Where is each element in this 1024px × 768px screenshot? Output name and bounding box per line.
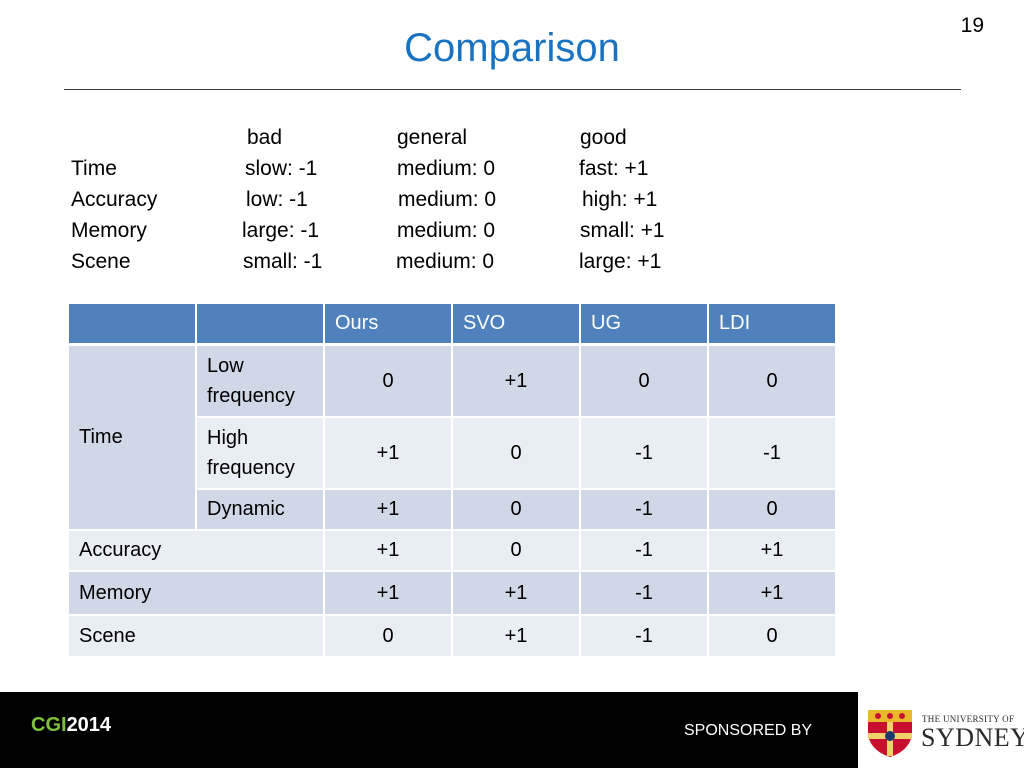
slide-title: Comparison	[404, 26, 620, 70]
legend-row-good: large: +1	[579, 250, 662, 273]
table-cell: +1	[453, 346, 581, 418]
table-cell: -1	[581, 531, 709, 572]
table-cell: 0	[709, 346, 837, 418]
legend-row-bad: low: -1	[246, 188, 308, 211]
row-label: Low frequency	[197, 346, 325, 418]
table-row: Accuracy +1 0 -1 +1	[69, 531, 837, 572]
row-label: Dynamic	[197, 490, 325, 531]
table-cell: -1	[581, 490, 709, 531]
column-header	[69, 304, 197, 346]
table-cell: +1	[325, 572, 453, 616]
legend-row-bad: slow: -1	[245, 157, 318, 180]
legend-row-good: fast: +1	[579, 157, 649, 180]
table-cell: 0	[453, 531, 581, 572]
legend-row-label: Accuracy	[71, 188, 158, 211]
table-cell: 0	[453, 490, 581, 531]
table-cell: +1	[453, 616, 581, 658]
conference-logo: CGI2014	[31, 714, 111, 737]
legend-row-good: high: +1	[582, 188, 658, 211]
table-row: Memory +1 +1 -1 +1	[69, 572, 837, 616]
table-cell: -1	[709, 418, 837, 490]
legend-row-label: Time	[71, 157, 117, 180]
legend-header-good: good	[580, 126, 627, 149]
logo-year-text: 2014	[66, 714, 112, 736]
legend-header-general: general	[397, 126, 468, 149]
table-cell: +1	[709, 531, 837, 572]
university-crest-icon	[868, 710, 912, 757]
table-cell: 0	[325, 616, 453, 658]
row-label: Scene	[69, 616, 325, 658]
row-label: Memory	[69, 572, 325, 616]
table-cell: 0	[325, 346, 453, 418]
page-number: 19	[960, 14, 984, 37]
sponsor-name-big: SYDNEY	[921, 723, 1024, 752]
table-header-row: Ours SVO UG LDI	[69, 304, 837, 346]
table-cell: +1	[325, 531, 453, 572]
table-cell: 0	[453, 418, 581, 490]
table-row: Dynamic +1 0 -1 0	[69, 490, 837, 531]
legend-row-bad: small: -1	[243, 250, 323, 273]
legend-row-general: medium: 0	[396, 250, 495, 273]
column-header-ours: Ours	[325, 304, 453, 346]
column-header	[197, 304, 325, 346]
table-cell: -1	[581, 572, 709, 616]
row-label: Accuracy	[69, 531, 325, 572]
table-row: Scene 0 +1 -1 0	[69, 616, 837, 658]
table-cell: -1	[581, 616, 709, 658]
comparison-table: Ours SVO UG LDI Time Low frequency 0 +1 …	[69, 304, 837, 658]
legend-header-bad: bad	[247, 126, 283, 149]
table-row: Time Low frequency 0 +1 0 0	[69, 346, 837, 531]
row-label: High frequency	[197, 418, 325, 490]
table-cell: -1	[581, 418, 709, 490]
table-cell: +1	[325, 490, 453, 531]
row-group-label: Time	[69, 346, 197, 531]
table-cell: +1	[453, 572, 581, 616]
legend-row-label: Scene	[71, 250, 131, 273]
table-row: High frequency +1 0 -1 -1	[69, 418, 837, 490]
footer-bar: CGI2014 SPONSORED BY THE UNIVERSITY OF S…	[0, 692, 1024, 768]
legend-row-label: Memory	[71, 219, 147, 242]
sponsor-logo: THE UNIVERSITY OF SYDNEY	[858, 692, 1024, 768]
table-cell: +1	[709, 572, 837, 616]
table-cell: 0	[581, 346, 709, 418]
column-header-ug: UG	[581, 304, 709, 346]
table-cell: 0	[709, 616, 837, 658]
legend-row-general: medium: 0	[398, 188, 497, 211]
legend-row-general: medium: 0	[397, 157, 496, 180]
legend-row-bad: large: -1	[242, 219, 320, 242]
column-header-ldi: LDI	[709, 304, 837, 346]
legend-row-good: small: +1	[580, 219, 665, 242]
table-cell: +1	[325, 418, 453, 490]
table-cell: 0	[709, 490, 837, 531]
sponsor-name-small: THE UNIVERSITY OF	[922, 714, 1015, 724]
sponsored-by-label: SPONSORED BY	[684, 722, 813, 739]
title-divider	[64, 89, 961, 90]
logo-cgi-text: CGI	[31, 714, 67, 736]
legend-row-general: medium: 0	[397, 219, 496, 242]
column-header-svo: SVO	[453, 304, 581, 346]
